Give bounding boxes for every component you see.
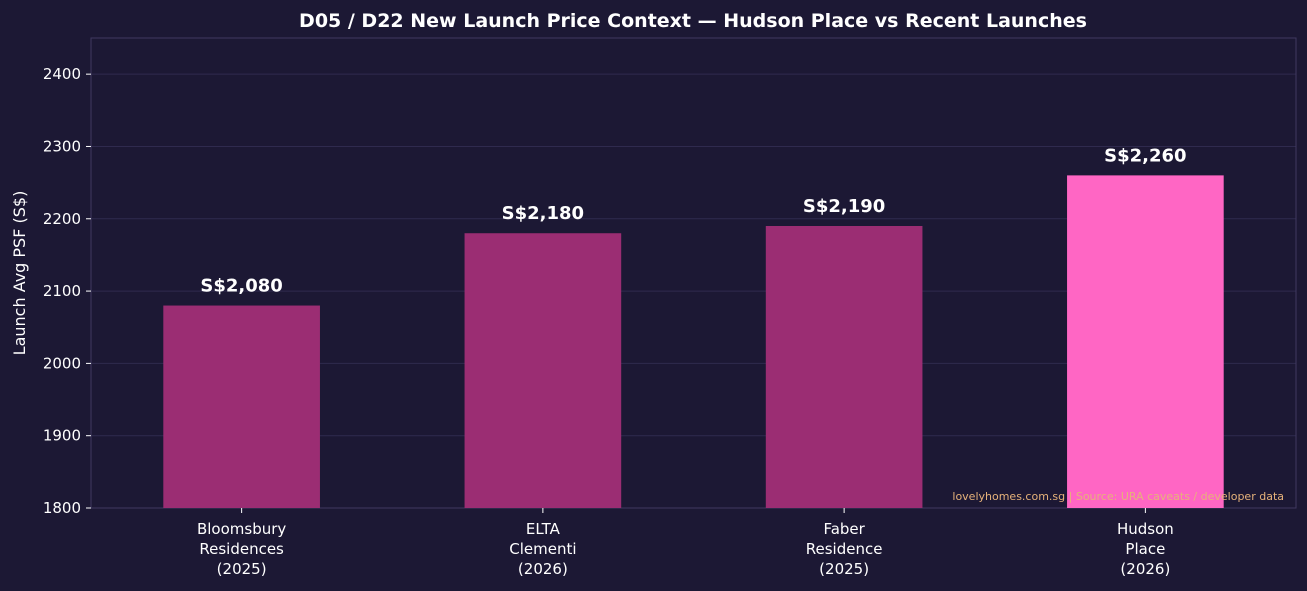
y-tick-label: 2200	[43, 210, 81, 228]
data-labels: S$2,080 S$2,180 S$2,190 S$2,260	[200, 145, 1186, 296]
data-label: S$2,190	[803, 196, 885, 217]
data-label: S$2,180	[502, 203, 584, 224]
data-label: S$2,080	[200, 276, 282, 297]
data-label: S$2,260	[1104, 145, 1186, 166]
chart-title: D05 / D22 New Launch Price Context — Hud…	[299, 10, 1087, 32]
y-tick-label: 2400	[43, 65, 81, 83]
y-axis-ticks: 1800 1900 2000 2100 2200 2300 2400	[43, 65, 91, 517]
bar	[1067, 175, 1224, 508]
x-tick-label: Bloomsbury Residences (2025)	[197, 520, 286, 578]
y-tick-label: 1800	[43, 499, 81, 517]
x-axis-ticks: Bloomsbury Residences (2025) ELTA Clementi (2…	[197, 508, 1174, 578]
bar	[464, 233, 622, 508]
y-tick-label: 2300	[43, 137, 81, 155]
y-axis-label: Launch Avg PSF (S$)	[10, 191, 29, 356]
y-tick-label: 2000	[43, 354, 81, 372]
plot-frame	[90, 37, 1297, 509]
x-tick-label: ELTA Clementi (2026)	[509, 520, 576, 578]
x-tick-label: Hudson Place (2026)	[1117, 520, 1174, 578]
bars	[163, 175, 1224, 508]
y-tick-label: 2100	[43, 282, 81, 300]
y-tick-label: 1900	[43, 427, 81, 445]
source-annotation: lovelyhomes.com.sg | Source: URA caveats…	[952, 490, 1284, 503]
bar	[765, 226, 923, 508]
bar	[163, 305, 320, 508]
x-tick-label: Faber Residence (2025)	[806, 520, 883, 578]
